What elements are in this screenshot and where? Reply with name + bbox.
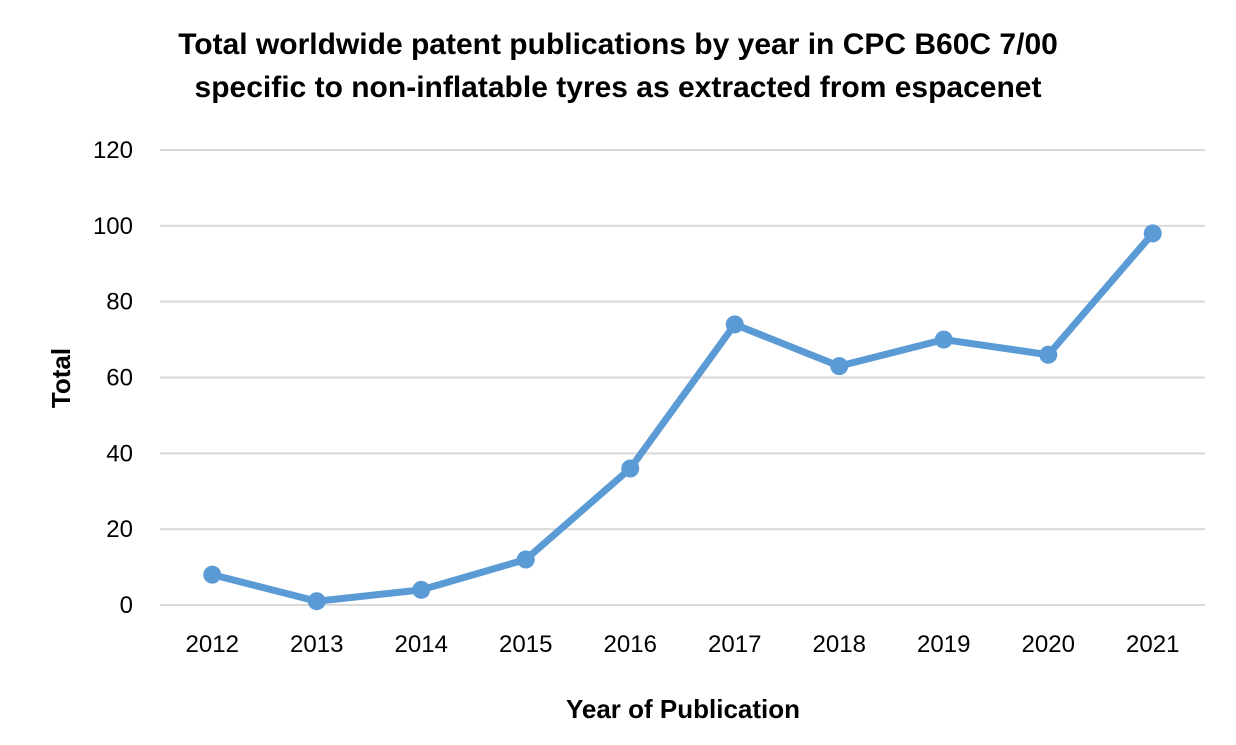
y-axis-label: Total (46, 348, 76, 408)
x-tick-label: 2012 (186, 631, 239, 658)
x-tick-label: 2016 (604, 631, 657, 658)
x-tick-label: 2018 (813, 631, 866, 658)
series-total (203, 224, 1162, 611)
y-tick-label: 80 (106, 289, 133, 316)
data-point-2020 (1039, 345, 1058, 364)
x-tick-label: 2013 (290, 631, 343, 658)
y-axis-ticks: 0 20 40 60 80 100 120 (93, 137, 133, 619)
x-tick-label: 2021 (1126, 631, 1179, 658)
data-point-2021 (1143, 224, 1162, 243)
y-tick-label: 0 (120, 592, 133, 619)
y-tick-label: 60 (106, 365, 133, 392)
x-axis-label: Year of Publication (566, 694, 800, 724)
series-line (208, 229, 1157, 605)
x-tick-label: 2015 (499, 631, 552, 658)
grid-lines (160, 149, 1205, 606)
data-point-2014 (412, 580, 431, 599)
data-point-2019 (934, 330, 953, 349)
y-tick-label: 20 (106, 516, 133, 543)
data-point-2012 (203, 565, 222, 584)
y-tick-label: 100 (93, 213, 133, 240)
y-tick-label: 120 (93, 137, 133, 164)
data-point-2018 (830, 357, 849, 376)
x-tick-label: 2020 (1022, 631, 1075, 658)
chart-title-line-1: Total worldwide patent publications by y… (178, 28, 1058, 61)
data-point-2015 (516, 550, 535, 569)
x-axis-ticks: 2012 2013 2014 2015 2016 2017 2018 2019 2020 2021 (186, 631, 1180, 658)
data-point-2017 (725, 315, 744, 334)
x-tick-label: 2019 (917, 631, 970, 658)
chart-title-line-2: specific to non-inflatable tyres as extr… (194, 71, 1042, 104)
data-point-2016 (621, 459, 640, 478)
x-tick-label: 2014 (395, 631, 448, 658)
data-point-2013 (307, 592, 326, 611)
x-tick-label: 2017 (708, 631, 761, 658)
y-tick-label: 40 (106, 440, 133, 467)
